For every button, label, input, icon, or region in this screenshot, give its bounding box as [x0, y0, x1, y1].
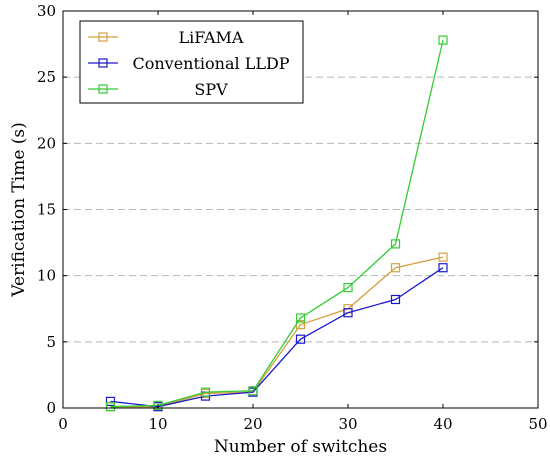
y-tick-label: 15 [37, 201, 56, 219]
y-tick-label: 25 [37, 68, 56, 86]
data-point [438, 263, 448, 273]
data-point [390, 239, 401, 249]
legend-label: Conventional LLDP [132, 54, 289, 73]
y-tick-label: 5 [46, 333, 56, 351]
series-layer [105, 35, 448, 412]
data-point [105, 396, 116, 406]
y-tick-label: 30 [37, 2, 56, 20]
axis-ticks: 0 10 20 30 40 50 0 5 10 15 20 25 30 [37, 2, 548, 433]
series-line [110, 267, 444, 408]
data-point [438, 252, 448, 262]
data-point [248, 386, 258, 396]
legend-item: Conventional LLDP [88, 54, 290, 73]
data-point [200, 387, 211, 397]
x-tick-label: 30 [338, 415, 357, 433]
y-tick-label: 0 [46, 399, 56, 417]
legend-label: LiFAMA [179, 28, 244, 47]
data-point [390, 263, 401, 273]
data-point [343, 308, 353, 318]
series-line [110, 39, 444, 408]
data-point [438, 35, 448, 45]
data-point [153, 400, 163, 410]
legend-label: SPV [194, 80, 228, 99]
data-point [105, 402, 116, 412]
series-lifama [105, 252, 448, 412]
x-tick-label: 40 [433, 415, 452, 433]
legend-marker [98, 32, 108, 42]
legend: LiFAMA Conventional LLDP SPV [79, 20, 304, 104]
data-point [390, 294, 401, 305]
data-point [295, 313, 306, 323]
data-point [343, 282, 353, 293]
legend-item: SPV [88, 80, 228, 99]
y-axis-title: Verification Time (s) [9, 122, 29, 298]
x-tick-label: 50 [528, 415, 547, 433]
x-axis-title: Number of switches [214, 437, 387, 457]
data-point [295, 334, 306, 344]
x-tick-label: 20 [243, 415, 262, 433]
series-line [110, 256, 444, 408]
series-spv [105, 35, 448, 412]
grid-lines [63, 76, 538, 343]
legend-marker [98, 84, 108, 94]
legend-item: LiFAMA [88, 28, 244, 47]
y-tick-label: 20 [37, 134, 56, 152]
x-tick-label: 0 [58, 415, 68, 433]
legend-marker [98, 58, 108, 68]
y-tick-label: 10 [37, 267, 56, 285]
x-tick-label: 10 [148, 415, 167, 433]
series-conventional-lldp [105, 263, 448, 412]
